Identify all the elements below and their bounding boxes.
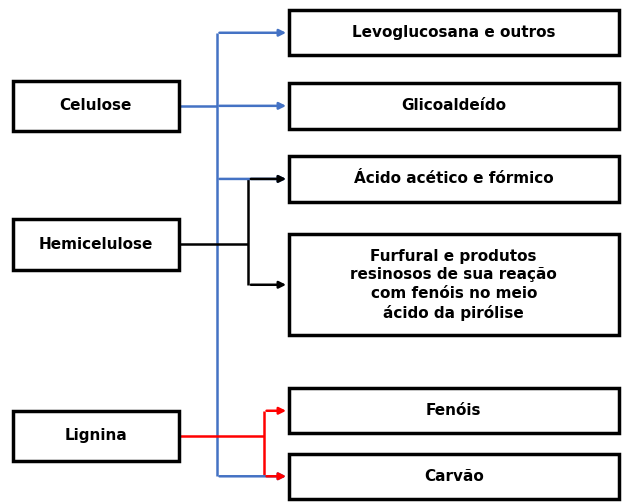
Bar	[289, 388, 619, 433]
Bar	[13, 219, 179, 270]
Text: Celulose: Celulose	[60, 98, 132, 113]
Bar	[289, 83, 619, 129]
Text: Glicoaldeído: Glicoaldeído	[401, 98, 506, 113]
Text: Fenóis: Fenóis	[426, 403, 482, 418]
Text: Lignina: Lignina	[65, 428, 127, 444]
Text: Furfural e produtos
resinosos de sua reação
com fenóis no meio
ácido da pirólise: Furfural e produtos resinosos de sua rea…	[350, 248, 557, 321]
Bar	[289, 454, 619, 499]
Text: Ácido acético e fórmico: Ácido acético e fórmico	[354, 171, 553, 186]
Text: Hemicelulose: Hemicelulose	[38, 237, 153, 252]
Text: Levoglucosana e outros: Levoglucosana e outros	[352, 25, 556, 40]
Bar	[13, 81, 179, 131]
Bar	[289, 156, 619, 202]
Bar	[289, 10, 619, 55]
Bar	[289, 234, 619, 335]
Bar	[13, 411, 179, 461]
Text: Carvão: Carvão	[424, 469, 484, 484]
